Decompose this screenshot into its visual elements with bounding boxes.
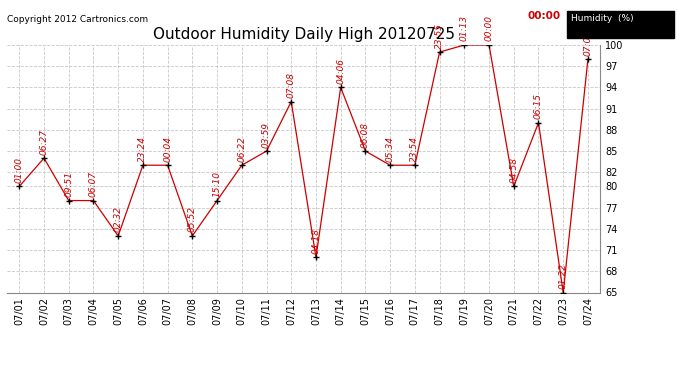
Text: 00:00: 00:00 [484, 15, 493, 42]
Text: 06:15: 06:15 [534, 93, 543, 119]
Text: 07:00: 07:00 [584, 30, 593, 56]
Text: 15:10: 15:10 [213, 171, 221, 197]
Text: Humidity  (%): Humidity (%) [571, 14, 633, 23]
Text: Copyright 2012 Cartronics.com: Copyright 2012 Cartronics.com [7, 15, 148, 24]
Text: 00:04: 00:04 [163, 136, 172, 162]
Text: 01:22: 01:22 [559, 263, 568, 289]
Text: 07:08: 07:08 [287, 72, 296, 98]
Text: 06:08: 06:08 [361, 122, 370, 147]
Text: 23:24: 23:24 [139, 136, 148, 162]
Text: 01:00: 01:00 [14, 157, 23, 183]
Text: 01:13: 01:13 [460, 15, 469, 42]
Text: 23:55: 23:55 [435, 22, 444, 48]
Title: Outdoor Humidity Daily High 20120725: Outdoor Humidity Daily High 20120725 [152, 27, 455, 42]
Text: 04:06: 04:06 [336, 58, 345, 84]
Text: 06:27: 06:27 [39, 129, 48, 154]
Text: 02:32: 02:32 [114, 206, 123, 232]
Text: 06:22: 06:22 [237, 136, 246, 162]
Text: 05:34: 05:34 [386, 136, 395, 162]
Text: 06:07: 06:07 [89, 171, 98, 197]
Text: 04:58: 04:58 [509, 157, 518, 183]
Text: 03:59: 03:59 [262, 122, 271, 147]
Text: 23:54: 23:54 [411, 136, 420, 162]
Text: 05:52: 05:52 [188, 206, 197, 232]
Text: 09:51: 09:51 [64, 171, 73, 197]
Text: 04:18: 04:18 [311, 228, 320, 254]
Text: 00:00: 00:00 [528, 11, 561, 21]
